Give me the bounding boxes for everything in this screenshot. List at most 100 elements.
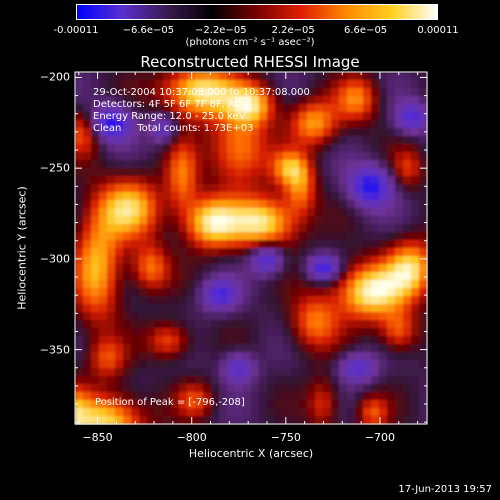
heatmap-cell (203, 176, 212, 185)
heatmap-cell (203, 312, 212, 321)
heatmap-cell (307, 160, 316, 169)
heatmap-cell (291, 248, 300, 257)
heatmap-cell (211, 272, 220, 281)
heatmap-cell (267, 400, 276, 409)
heatmap-cell (155, 80, 164, 89)
heatmap-cell (411, 352, 420, 361)
heatmap-cell (123, 152, 132, 161)
heatmap-cell (323, 176, 332, 185)
heatmap-cell (91, 368, 100, 377)
heatmap-cell (347, 200, 356, 209)
heatmap-cell (275, 384, 284, 393)
heatmap-cell (243, 112, 252, 121)
heatmap-cell (195, 136, 204, 145)
heatmap-cell (411, 128, 420, 137)
heatmap-cell (163, 208, 172, 217)
heatmap-cell (107, 304, 116, 313)
heatmap-cell (243, 192, 252, 201)
heatmap-cell (331, 232, 340, 241)
heatmap-cell (211, 376, 220, 385)
heatmap-cell (123, 368, 132, 377)
heatmap-cell (163, 120, 172, 129)
heatmap-cell (307, 320, 316, 329)
heatmap-cell (395, 184, 404, 193)
heatmap-cell (195, 352, 204, 361)
heatmap-cell (299, 240, 308, 249)
heatmap-cell (387, 192, 396, 201)
heatmap-cell (227, 352, 236, 361)
heatmap-cell (211, 192, 220, 201)
heatmap-cell (299, 384, 308, 393)
heatmap-cell (107, 288, 116, 297)
heatmap-cell (355, 312, 364, 321)
heatmap-cell (251, 120, 260, 129)
heatmap-cell (131, 240, 140, 249)
heatmap-cell (395, 80, 404, 89)
heatmap-cell (323, 184, 332, 193)
heatmap-cell (363, 376, 372, 385)
heatmap-cell (299, 176, 308, 185)
heatmap-cell (99, 176, 108, 185)
heatmap-cell (411, 80, 420, 89)
heatmap-cell (179, 384, 188, 393)
heatmap-cell (139, 120, 148, 129)
heatmap-cell (403, 416, 412, 425)
heatmap-cell (291, 136, 300, 145)
heatmap-cell (323, 232, 332, 241)
heatmap-cell (403, 384, 412, 393)
heatmap-cell (219, 232, 228, 241)
heatmap-cell (363, 136, 372, 145)
heatmap-cell (259, 136, 268, 145)
heatmap-cell (115, 136, 124, 145)
heatmap-cell (291, 80, 300, 89)
heatmap-cell (355, 248, 364, 257)
heatmap-cell (371, 104, 380, 113)
heatmap-cell (339, 264, 348, 273)
heatmap-cell (163, 72, 172, 81)
heatmap-cell (155, 392, 164, 401)
heatmap-cell (371, 320, 380, 329)
heatmap-cell (99, 288, 108, 297)
heatmap-cell (259, 384, 268, 393)
heatmap-cell (107, 400, 116, 409)
heatmap-cell (115, 280, 124, 289)
heatmap-cell (75, 360, 84, 369)
heatmap-cell (203, 392, 212, 401)
heatmap-cell (395, 216, 404, 225)
heatmap-cell (379, 224, 388, 233)
heatmap-cell (187, 192, 196, 201)
heatmap-cell (283, 280, 292, 289)
heatmap-cell (83, 112, 92, 121)
heatmap-cell (171, 296, 180, 305)
heatmap-cell (155, 352, 164, 361)
heatmap-cell (163, 320, 172, 329)
heatmap-cell (179, 280, 188, 289)
heatmap-cell (75, 232, 84, 241)
heatmap-cell (115, 216, 124, 225)
heatmap-cell (139, 400, 148, 409)
heatmap-cell (179, 112, 188, 121)
heatmap-cell (355, 408, 364, 417)
heatmap-cell (99, 400, 108, 409)
heatmap-cell (371, 184, 380, 193)
heatmap-cell (251, 296, 260, 305)
heatmap-cell (403, 80, 412, 89)
heatmap-cell (315, 280, 324, 289)
heatmap-cell (419, 336, 428, 345)
heatmap-cell (403, 248, 412, 257)
heatmap-cell (355, 360, 364, 369)
heatmap-cell (339, 288, 348, 297)
heatmap-cell (99, 408, 108, 417)
heatmap-cell (219, 200, 228, 209)
heatmap-cell (243, 72, 252, 81)
heatmap-cell (251, 392, 260, 401)
heatmap-cell (91, 144, 100, 153)
heatmap-cell (123, 296, 132, 305)
heatmap-cell (275, 368, 284, 377)
heatmap-cell (163, 304, 172, 313)
heatmap-cell (75, 296, 84, 305)
heatmap-cell (347, 360, 356, 369)
heatmap-cell (411, 296, 420, 305)
heatmap-cell (291, 344, 300, 353)
heatmap-cell (355, 120, 364, 129)
